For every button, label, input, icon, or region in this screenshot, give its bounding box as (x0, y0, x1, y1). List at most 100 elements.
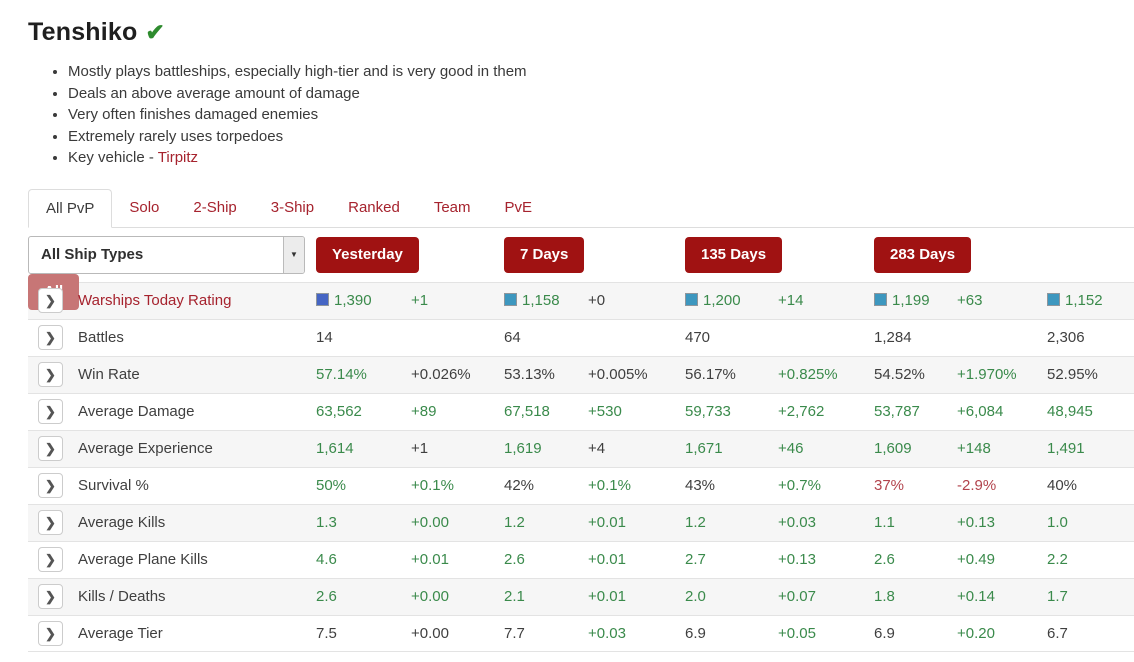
stat-delta: +0.13 (957, 514, 995, 531)
expand-row-button[interactable]: ❯ (38, 547, 63, 572)
tab-solo[interactable]: Solo (129, 198, 160, 216)
stat-value: 1,284 (874, 329, 912, 346)
stat-value: 2.0 (685, 588, 706, 605)
summary-bullet-key-vehicle: Key vehicle - Tirpitz (68, 147, 1134, 169)
summary-bullet: Very often finishes damaged enemies (68, 104, 1134, 126)
expand-row-button[interactable]: ❯ (38, 584, 63, 609)
stat-delta: +0.01 (588, 588, 626, 605)
stat-value: 1,152 (1047, 292, 1134, 309)
stat-value: 1.2 (685, 514, 706, 531)
expand-row-button[interactable]: ❯ (38, 399, 63, 424)
stat-value: 1.7 (1047, 588, 1068, 605)
stat-delta: +0.01 (411, 551, 449, 568)
stat-value: 67,518 (504, 403, 550, 420)
stat-value: 63,562 (316, 403, 362, 420)
stat-delta: +0.14 (957, 588, 995, 605)
dropdown-arrow-icon: ▼ (283, 236, 304, 273)
stat-delta: +2,762 (778, 403, 825, 420)
row-label-cell: ❯ Warships Today Rating (28, 288, 316, 313)
tab-pve[interactable]: PvE (504, 198, 533, 216)
stat-value: 7.7 (504, 624, 525, 642)
stat-delta: +0.01 (588, 551, 626, 568)
player-summary-list: Mostly plays battleships, especially hig… (68, 61, 1134, 169)
table-row: ❯ Average Plane Kills 4.6 +0.01 2.6 +0.01 2.7 +… (28, 540, 1134, 578)
period-button-135-days[interactable]: 135 Days (685, 236, 783, 273)
filter-row: All Ship Types ▼ Yesterday 7 Days 135 Da… (28, 235, 1134, 310)
table-row: ❯ Average Tier 7.5 +0.00 7.7 +0.03 6.9 +0.05 6.9… (28, 614, 1134, 652)
period-button-7-days[interactable]: 7 Days (504, 236, 585, 273)
expand-row-button[interactable]: ❯ (38, 436, 63, 461)
summary-bullet: Deals an above average amount of damage (68, 83, 1134, 105)
expand-row-button[interactable]: ❯ (38, 325, 63, 350)
stat-value: 1.1 (874, 514, 895, 531)
row-label-cell: ❯ Average Damage (28, 399, 316, 424)
stat-value: 6.9 (685, 624, 706, 642)
period-button-283-days[interactable]: 283 Days (874, 236, 972, 273)
verified-check-icon: ✔ (145, 19, 165, 45)
row-label: Kills / Deaths (78, 588, 166, 605)
period-button-yesterday[interactable]: Yesterday (316, 236, 419, 273)
tab-team[interactable]: Team (433, 198, 471, 216)
row-label: Average Experience (78, 440, 213, 457)
stat-value: 50% (316, 477, 347, 494)
stat-delta: +0.1% (588, 477, 631, 494)
tab-2-ship[interactable]: 2-Ship (193, 198, 237, 216)
expand-row-button[interactable]: ❯ (38, 288, 63, 313)
stat-delta: +0.7% (778, 477, 821, 494)
rating-color-square-icon (1047, 293, 1060, 306)
key-vehicle-link[interactable]: Tirpitz (157, 149, 199, 166)
battle-mode-tabs: All PvP Solo 2-Ship 3-Ship Ranked Team P… (28, 188, 1134, 228)
stat-delta: +0.20 (957, 624, 995, 642)
table-row: ❯ Average Damage 63,562 +89 67,518 +530 59,733… (28, 392, 1134, 430)
page-title: Tenshiko ✔ (28, 18, 1134, 47)
stat-value: 1,158 (504, 292, 588, 309)
stat-delta: +14 (778, 292, 804, 309)
expand-row-button[interactable]: ❯ (38, 510, 63, 535)
stat-value: 1.3 (316, 514, 337, 531)
stat-value: 56.17% (685, 366, 736, 383)
tab-all-pvp[interactable]: All PvP (28, 188, 113, 228)
stat-delta: +0.03 (588, 624, 626, 642)
table-row: ❯ Warships Today Rating 1,390 +1 1,158 +0 1,20… (28, 281, 1134, 319)
row-label: Average Tier (78, 624, 163, 642)
tab-ranked[interactable]: Ranked (348, 198, 400, 216)
rating-color-square-icon (504, 293, 517, 306)
expand-row-button[interactable]: ❯ (38, 362, 63, 387)
row-label: Warships Today Rating (78, 292, 232, 309)
stat-delta: +0.01 (588, 514, 626, 531)
stat-value: 2.6 (874, 551, 895, 568)
player-name: Tenshiko (28, 18, 138, 46)
ship-type-select[interactable]: All Ship Types ▼ (28, 235, 305, 274)
stat-value: 48,945 (1047, 403, 1093, 420)
stat-delta: +1.970% (957, 366, 1017, 383)
row-label-cell: ❯ Average Tier (28, 620, 316, 646)
stat-value: 2.2 (1047, 551, 1068, 568)
expand-row-button[interactable]: ❯ (38, 473, 63, 498)
stat-delta: -2.9% (957, 477, 997, 494)
stat-value: 37% (874, 477, 905, 494)
stat-value: 2,306 (1047, 329, 1085, 346)
stat-value: 1,671 (685, 440, 723, 457)
tab-3-ship[interactable]: 3-Ship (270, 198, 315, 216)
stat-value: 1,390 (316, 292, 411, 309)
stat-value: 43% (685, 477, 716, 494)
table-row: ❯ Win Rate 57.14% +0.026% 53.13% +0.005% 56.17… (28, 355, 1134, 393)
stat-delta: +6,084 (957, 403, 1004, 420)
key-vehicle-label: Key vehicle - (68, 149, 158, 166)
stat-value: 4.6 (316, 551, 337, 568)
stat-value: 1,614 (316, 440, 354, 457)
row-label-cell: ❯ Win Rate (28, 362, 316, 387)
stat-delta: +46 (778, 440, 804, 457)
rating-color-square-icon (874, 293, 887, 306)
stat-value: 2.6 (504, 551, 525, 568)
stat-value: 6.9 (874, 624, 895, 642)
row-label: Battles (78, 329, 124, 346)
stat-value: 2.7 (685, 551, 706, 568)
stat-value: 2.1 (504, 588, 525, 605)
row-label-cell: ❯ Average Experience (28, 436, 316, 461)
stat-value: 53,787 (874, 403, 920, 420)
stat-delta: +0.05 (778, 624, 816, 642)
stat-value: 53.13% (504, 366, 555, 383)
expand-row-button[interactable]: ❯ (38, 620, 63, 646)
